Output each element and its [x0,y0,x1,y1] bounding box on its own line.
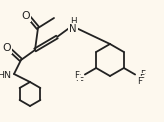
Text: F: F [75,74,81,83]
Text: F: F [141,70,146,79]
Text: F: F [137,77,142,86]
Text: F: F [74,71,79,80]
Text: O: O [22,11,30,21]
Text: F: F [78,77,83,86]
Text: O: O [3,43,11,53]
Text: HN: HN [0,71,11,80]
Text: F: F [140,74,144,83]
Text: H: H [70,17,76,26]
Text: N: N [69,24,77,34]
